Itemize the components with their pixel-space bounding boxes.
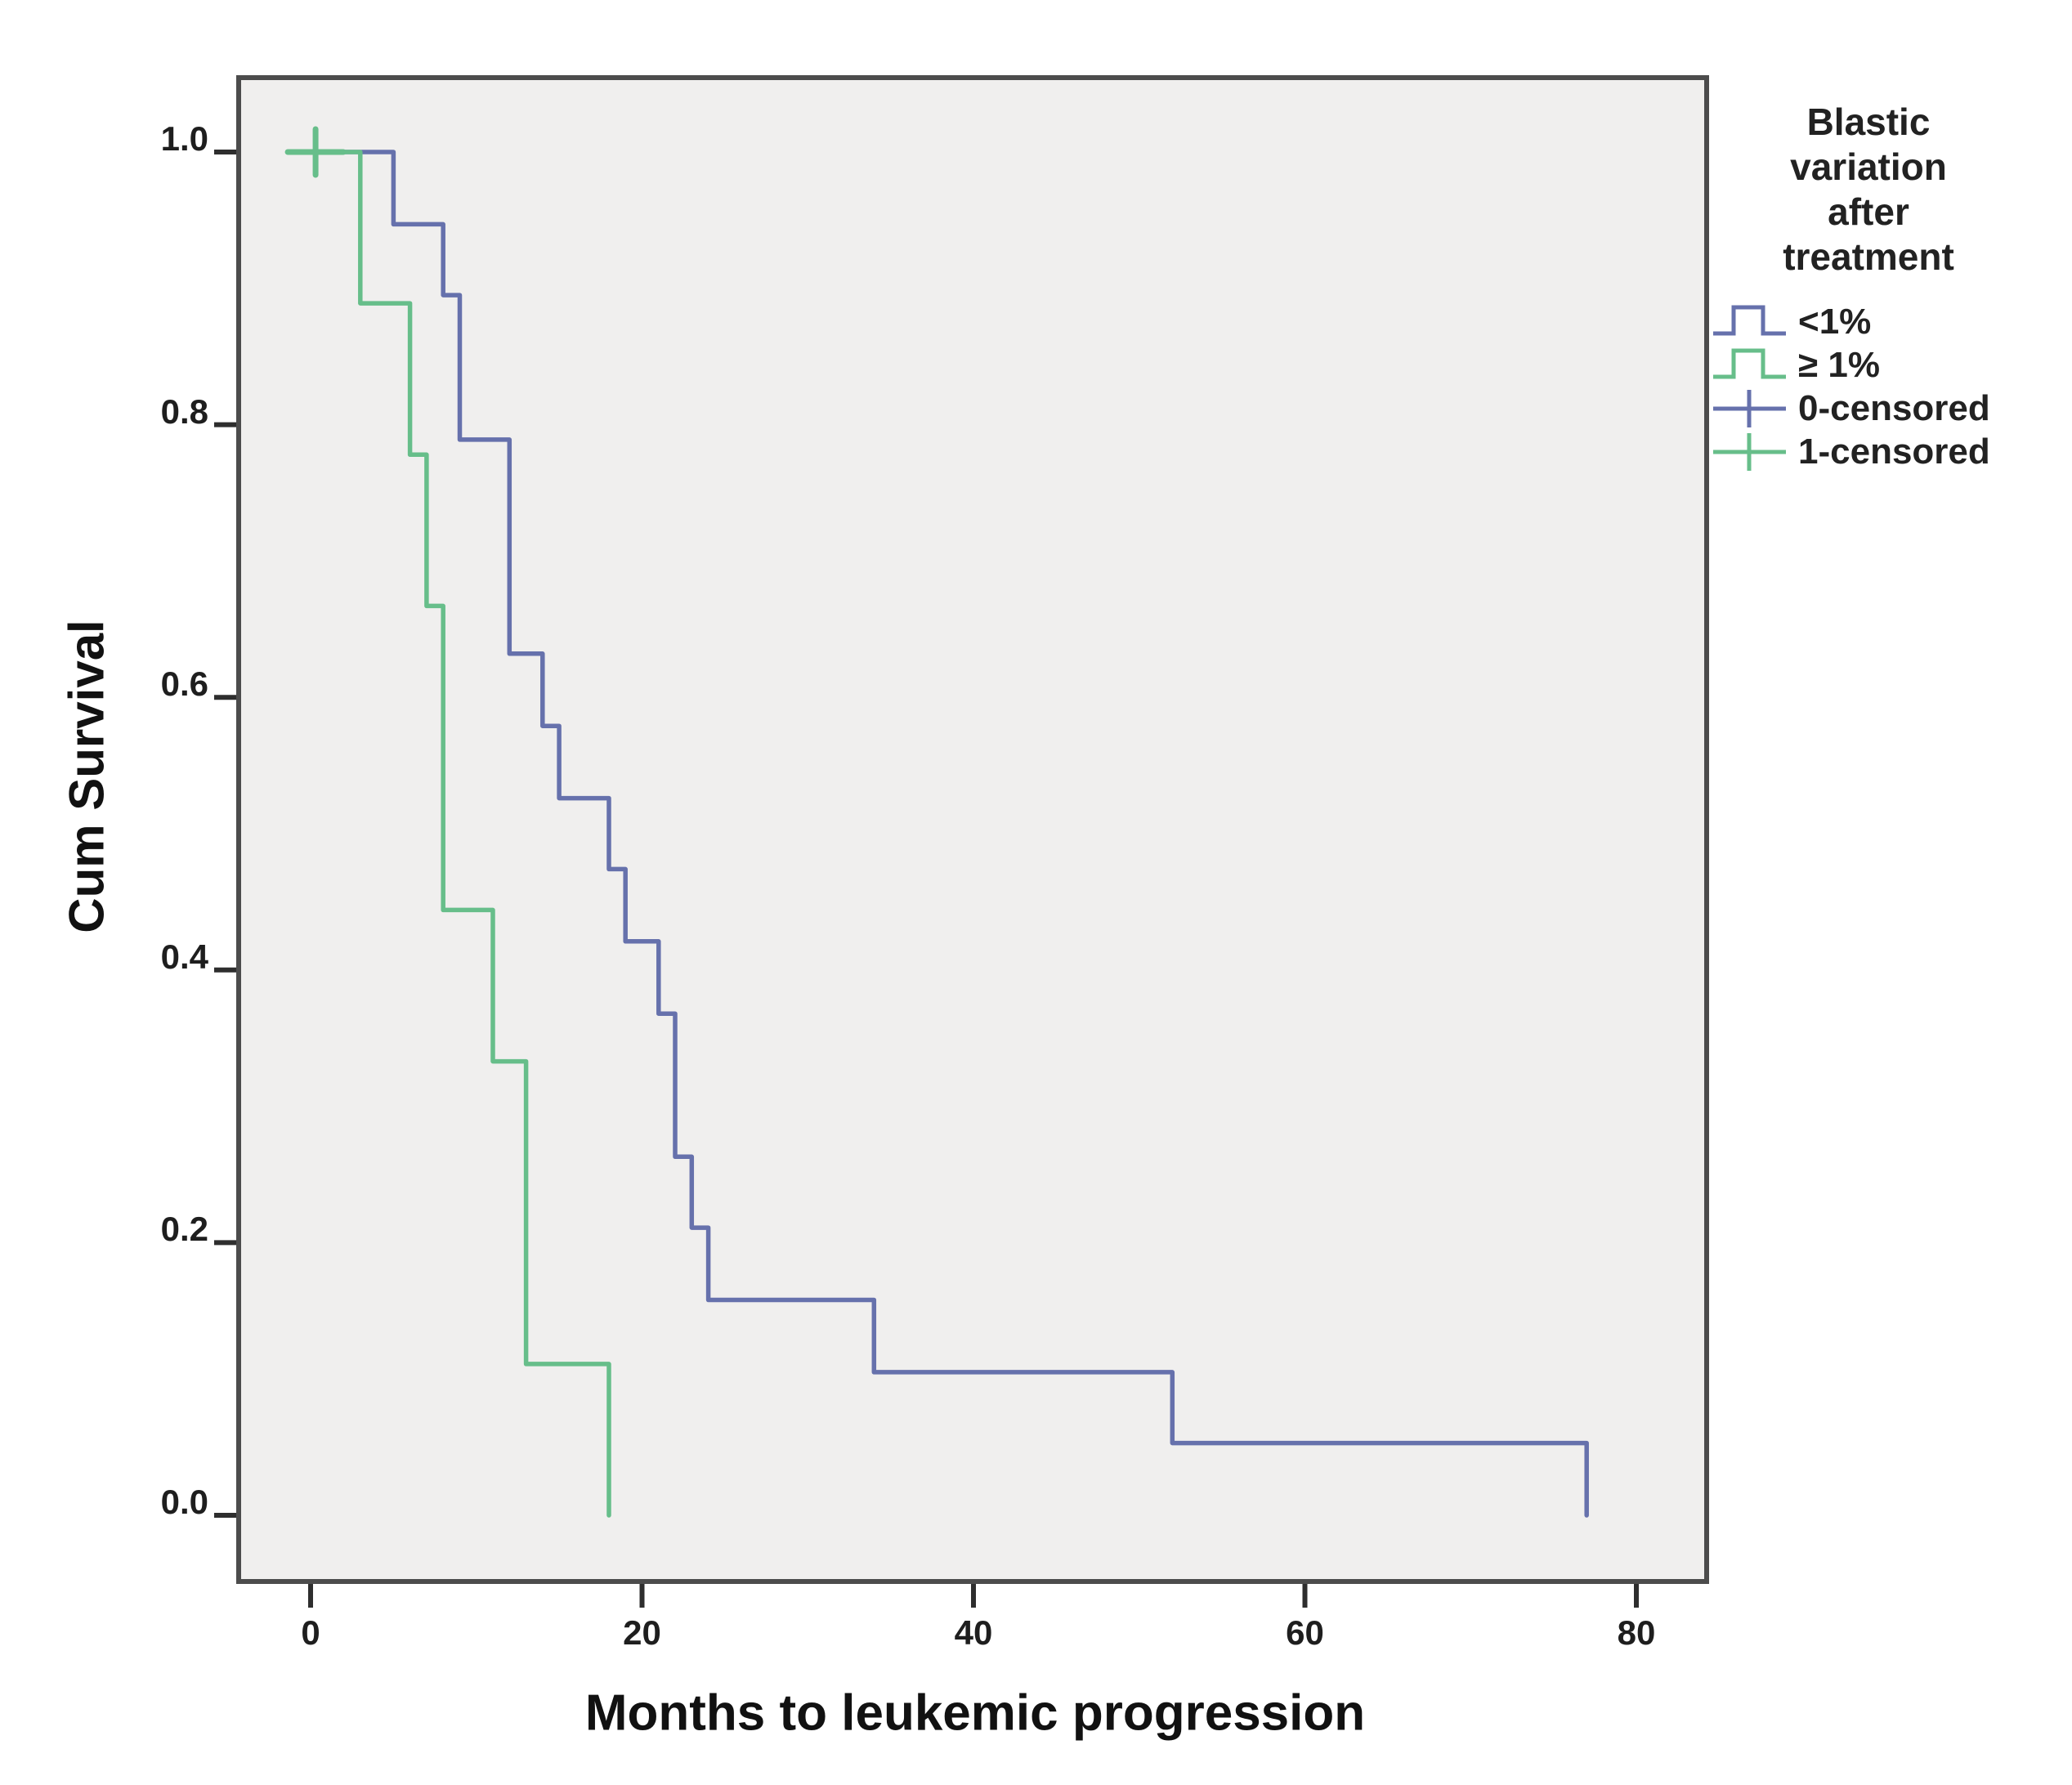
x-tick-label: 40 bbox=[954, 1613, 993, 1652]
x-tick-label: 60 bbox=[1286, 1613, 1324, 1652]
y-tick-label: 0.8 bbox=[160, 391, 208, 431]
x-tick-label: 80 bbox=[1617, 1613, 1656, 1652]
x-tick-label: 0 bbox=[301, 1613, 320, 1652]
legend-marker-stroke bbox=[1713, 305, 1786, 336]
legend-title: Blastic variation after treatment bbox=[1715, 100, 2022, 280]
censor-mark bbox=[284, 126, 347, 178]
legend-marker-stroke bbox=[1713, 348, 1786, 379]
survival-curve-lt1pct bbox=[308, 150, 1589, 1518]
y-tick-label: 0.0 bbox=[160, 1483, 208, 1521]
y-tick-label: 0.2 bbox=[160, 1210, 208, 1249]
y-tick-label: 0.4 bbox=[160, 937, 208, 976]
x-tick-label: 20 bbox=[623, 1613, 661, 1652]
legend-item-label: 0-censored bbox=[1798, 388, 1990, 428]
survival-curve-ge1pct bbox=[308, 150, 611, 1518]
legend-title-line: treatment bbox=[1783, 235, 1954, 278]
y-tick-label: 1.0 bbox=[160, 119, 208, 158]
legend-marker-stroke bbox=[1713, 390, 1786, 427]
legend-title-line: after bbox=[1828, 190, 1909, 233]
plot-background bbox=[239, 78, 1707, 1581]
legend-item-label: ≥ 1% bbox=[1798, 345, 1880, 385]
x-axis-title: Months to leukemic progression bbox=[584, 1684, 1366, 1742]
legend-censored-plus-icon bbox=[1713, 390, 1786, 427]
legend-title-line: Blastic bbox=[1806, 101, 1931, 143]
y-tick-label: 0.6 bbox=[160, 664, 208, 704]
legend-item-label: 1-censored bbox=[1798, 432, 1990, 472]
legend-step-line-icon bbox=[1713, 348, 1786, 379]
legend-title-line: variation bbox=[1790, 145, 1947, 188]
legend-marker-stroke bbox=[1713, 433, 1786, 471]
legend-step-line-icon bbox=[1713, 305, 1786, 336]
plot-frame bbox=[236, 75, 1709, 1584]
legend-item-label: <1% bbox=[1798, 302, 1872, 342]
legend-censored-plus-icon bbox=[1713, 433, 1786, 471]
